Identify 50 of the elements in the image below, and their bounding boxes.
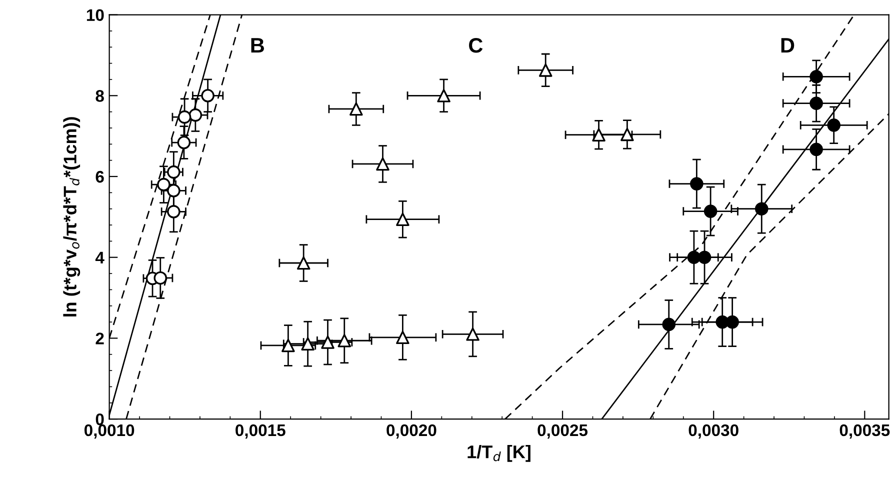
point [177, 136, 191, 150]
annotation: B [251, 38, 264, 53]
y-tick-label: 8 [96, 90, 104, 102]
point [188, 108, 202, 122]
x-tick-label: 0,0010 [84, 424, 134, 439]
point [167, 184, 180, 198]
x-tick-label: 0,0020 [386, 424, 436, 439]
point [338, 334, 352, 348]
x-tick-label: 0,0025 [538, 424, 588, 439]
point [810, 142, 823, 156]
point [726, 315, 739, 329]
point [620, 128, 634, 142]
point [704, 204, 718, 218]
point [754, 202, 768, 216]
point [810, 96, 823, 110]
point [282, 338, 295, 352]
y-tick-label: 4 [95, 252, 104, 264]
point [157, 178, 170, 192]
point [592, 128, 606, 142]
y-axis-title: ln (t*g*v$_{o}$/π*d*T$_{d}$*(1cm)) [63, 117, 80, 316]
point [178, 110, 192, 124]
annotation: C [469, 38, 483, 53]
y-tick-label: 6 [96, 170, 104, 183]
point [687, 250, 701, 264]
point [396, 212, 410, 226]
point [698, 250, 712, 264]
point [466, 328, 480, 341]
point [690, 177, 704, 190]
point [321, 336, 334, 349]
point [350, 102, 363, 116]
point [167, 205, 180, 218]
point [396, 330, 410, 344]
y-tick-label: 0 [96, 413, 104, 426]
y-tick-label: 2 [96, 332, 104, 344]
point [437, 88, 450, 102]
point [154, 271, 168, 285]
point [201, 88, 214, 102]
point [827, 118, 840, 132]
x-tick-label: 0,0030 [688, 424, 738, 439]
x-axis-title: 1/T$_{d}$ [K] [468, 445, 530, 462]
point [167, 165, 180, 179]
point [296, 256, 310, 270]
point [376, 157, 390, 171]
x-tick-label: 0,0015 [236, 424, 286, 439]
x-tick-label: 0,0035 [840, 424, 890, 439]
y-tick-label: 10 [86, 9, 104, 21]
point [538, 64, 552, 77]
annotation: D [781, 38, 794, 53]
point [810, 70, 823, 84]
point [662, 318, 676, 332]
